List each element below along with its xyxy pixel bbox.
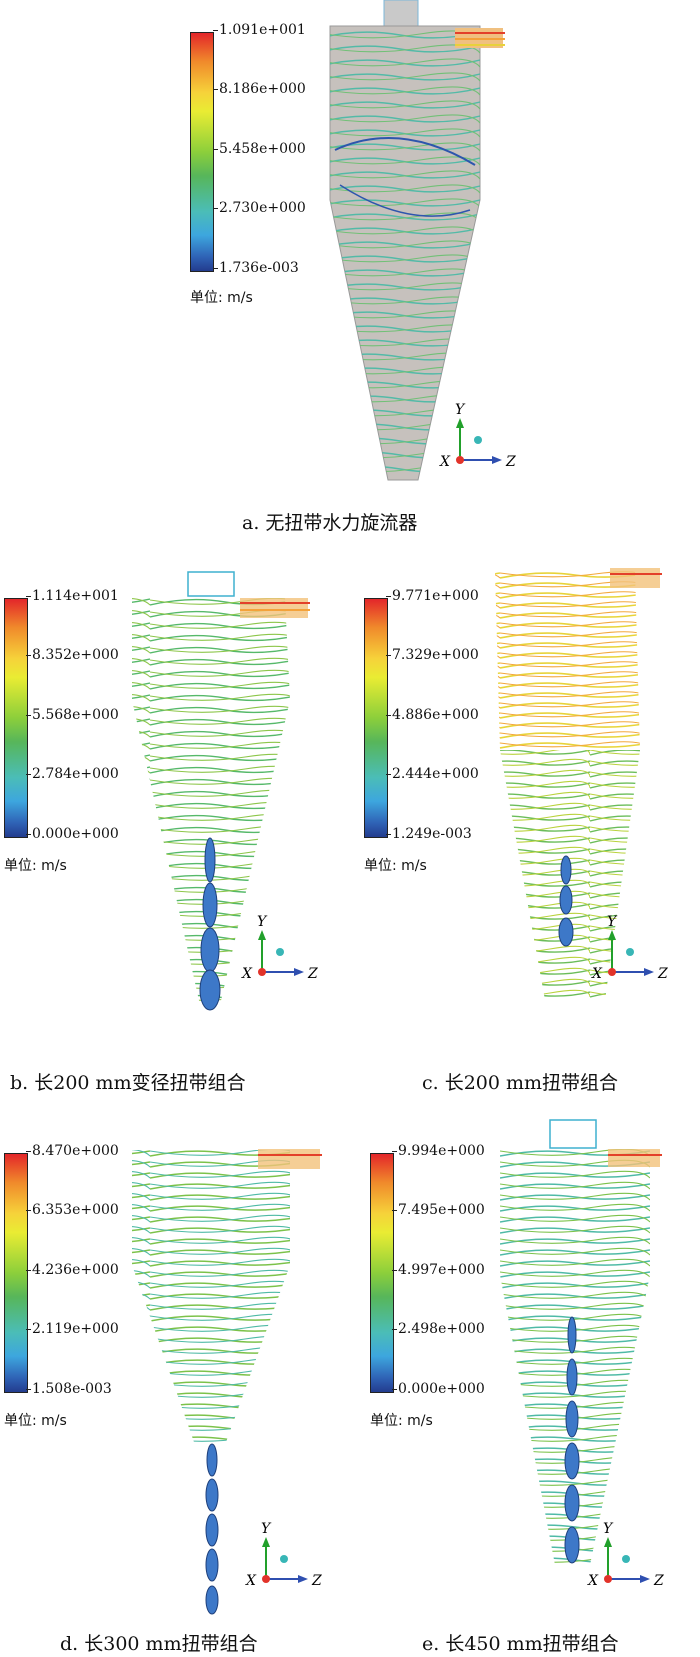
- panel-a: 1.091e+001 8.186e+000 5.458e+000 2.730e+…: [0, 0, 700, 540]
- axis-y-label-d: Y: [261, 1521, 272, 1537]
- caption-d: d. 长300 mm扭带组合: [60, 1633, 258, 1655]
- legend-tick-d-3: 2.119e+000: [26, 1321, 119, 1337]
- legend-tick-b-4: 0.000e+000: [26, 826, 119, 842]
- legend-tick-e-4: 0.000e+000: [392, 1381, 485, 1397]
- axis-z-label-a: Z: [505, 454, 516, 470]
- panel-c: 9.771e+000 7.329e+000 4.886e+000 2.444e+…: [350, 560, 700, 1100]
- axis-triad-b: Y X Z: [241, 914, 318, 982]
- legend-tick-b-1: 8.352e+000: [26, 647, 119, 663]
- cyclone-streamlines-c: Y X Z: [495, 568, 668, 1000]
- axis-z-label-b: Z: [307, 966, 318, 982]
- legend-tick-b-0: 1.114e+001: [26, 588, 119, 604]
- legend-tick-a-4: 1.736e-003: [213, 260, 299, 276]
- legend-tick-e-2: 4.997e+000: [392, 1262, 485, 1278]
- cyclone-streamlines-d: Y X Z: [132, 1149, 322, 1615]
- cyclone-streamlines-b: Y X Z: [132, 571, 318, 1011]
- axis-triad-a: Y X Z: [439, 402, 516, 470]
- cyclone-streamlines-e: Y X Z: [500, 1119, 664, 1589]
- axis-triad-e: Y X Z: [587, 1521, 664, 1589]
- panel-d: 8.470e+000 6.353e+000 4.236e+000 2.119e+…: [0, 1115, 350, 1657]
- legend-tick-b-3: 2.784e+000: [26, 766, 119, 782]
- caption-a: a. 无扭带水力旋流器: [242, 512, 418, 534]
- caption-b: b. 长200 mm变径扭带组合: [10, 1072, 246, 1094]
- legend-tick-d-2: 4.236e+000: [26, 1262, 119, 1278]
- legend-tick-d-1: 6.353e+000: [26, 1202, 119, 1218]
- legend-tick-a-3: 2.730e+000: [213, 200, 306, 216]
- axis-y-label-a: Y: [455, 402, 466, 418]
- axis-x-label-b: X: [241, 966, 253, 982]
- caption-c: c. 长200 mm扭带组合: [422, 1072, 619, 1094]
- unit-label-e: 单位: m/s: [370, 1413, 433, 1429]
- legend-tick-e-0: 9.994e+000: [392, 1143, 485, 1159]
- axis-triad-c: Y X Z: [591, 914, 668, 982]
- legend-tick-c-0: 9.771e+000: [386, 588, 479, 604]
- axis-z-label-e: Z: [653, 1573, 664, 1589]
- legend-colorbar-a: [190, 32, 214, 272]
- legend-tick-a-1: 8.186e+000: [213, 81, 306, 97]
- unit-label-d: 单位: m/s: [4, 1413, 67, 1429]
- unit-label-c: 单位: m/s: [364, 858, 427, 874]
- unit-label-a: 单位: m/s: [190, 290, 253, 306]
- axis-y-label-b: Y: [257, 914, 268, 930]
- legend-tick-e-1: 7.495e+000: [392, 1202, 485, 1218]
- axis-y-label-e: Y: [603, 1521, 614, 1537]
- legend-tick-c-2: 4.886e+000: [386, 707, 479, 723]
- legend-colorbar-d: [4, 1153, 28, 1393]
- legend-tick-d-0: 8.470e+000: [26, 1143, 119, 1159]
- axis-z-label-c: Z: [657, 966, 668, 982]
- axis-x-label-d: X: [245, 1573, 257, 1589]
- cyclone-streamlines-a: Y X Z: [329, 0, 516, 481]
- caption-e: e. 长450 mm扭带组合: [422, 1633, 619, 1655]
- axis-x-label-c: X: [591, 966, 603, 982]
- legend-tick-a-0: 1.091e+001: [213, 22, 306, 38]
- axis-z-label-d: Z: [311, 1573, 322, 1589]
- axis-x-label-a: X: [439, 454, 451, 470]
- axis-y-label-c: Y: [607, 914, 618, 930]
- legend-tick-c-3: 2.444e+000: [386, 766, 479, 782]
- legend-tick-c-1: 7.329e+000: [386, 647, 479, 663]
- legend-tick-c-4: 1.249e-003: [386, 826, 472, 842]
- legend-colorbar-c: [364, 598, 388, 838]
- axis-triad-d: Y X Z: [245, 1521, 322, 1589]
- legend-colorbar-e: [370, 1153, 394, 1393]
- legend-tick-b-2: 5.568e+000: [26, 707, 119, 723]
- legend-tick-d-4: 1.508e-003: [26, 1381, 112, 1397]
- legend-tick-e-3: 2.498e+000: [392, 1321, 485, 1337]
- legend-tick-a-2: 5.458e+000: [213, 141, 306, 157]
- legend-colorbar-b: [4, 598, 28, 838]
- panel-b: 1.114e+001 8.352e+000 5.568e+000 2.784e+…: [0, 560, 350, 1100]
- axis-x-label-e: X: [587, 1573, 599, 1589]
- unit-label-b: 单位: m/s: [4, 858, 67, 874]
- panel-e: 9.994e+000 7.495e+000 4.997e+000 2.498e+…: [350, 1115, 700, 1657]
